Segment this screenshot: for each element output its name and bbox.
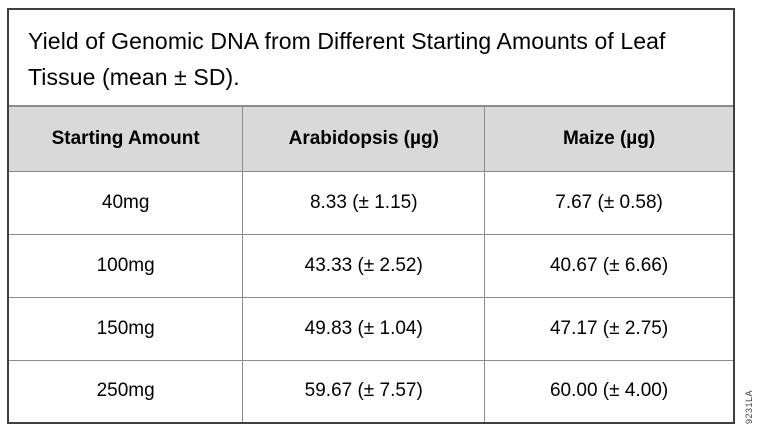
cell-arabidopsis-yield: 59.67 (± 7.57) [242, 359, 486, 423]
data-table-container: Starting Amount Arabidopsis (µg) Maize (… [8, 105, 734, 423]
cell-starting-amount: 150mg [8, 296, 244, 361]
table-row: 100mg 43.33 (± 2.52) 40.67 (± 6.66) [8, 233, 734, 298]
cell-maize-yield: 40.67 (± 6.66) [484, 233, 734, 298]
header-row: Starting Amount Arabidopsis (µg) Maize (… [8, 106, 734, 172]
table-row: 150mg 49.83 (± 1.04) 47.17 (± 2.75) [8, 296, 734, 361]
table-row: 40mg 8.33 (± 1.15) 7.67 (± 0.58) [8, 171, 734, 235]
column-header-arabidopsis: Arabidopsis (µg) [242, 106, 486, 172]
cell-maize-yield: 60.00 (± 4.00) [484, 359, 734, 423]
data-table: Starting Amount Arabidopsis (µg) Maize (… [8, 106, 734, 423]
cell-arabidopsis-yield: 43.33 (± 2.52) [242, 233, 486, 298]
column-header-maize: Maize (µg) [484, 106, 734, 172]
column-header-starting-amount: Starting Amount [8, 106, 244, 172]
figure-id-container: 9231LA [737, 384, 761, 430]
table-caption: Yield of Genomic DNA from Different Star… [28, 28, 666, 90]
cell-starting-amount: 100mg [8, 233, 244, 298]
figure-id-label: 9231LA [744, 389, 754, 425]
cell-starting-amount: 250mg [8, 359, 244, 423]
cell-maize-yield: 47.17 (± 2.75) [484, 296, 734, 361]
cell-arabidopsis-yield: 49.83 (± 1.04) [242, 296, 486, 361]
table-row: 250mg 59.67 (± 7.57) 60.00 (± 4.00) [8, 359, 734, 423]
cell-starting-amount: 40mg [8, 171, 244, 235]
cell-maize-yield: 7.67 (± 0.58) [484, 171, 734, 235]
figure-frame: Yield of Genomic DNA from Different Star… [7, 8, 735, 424]
cell-arabidopsis-yield: 8.33 (± 1.15) [242, 171, 486, 235]
